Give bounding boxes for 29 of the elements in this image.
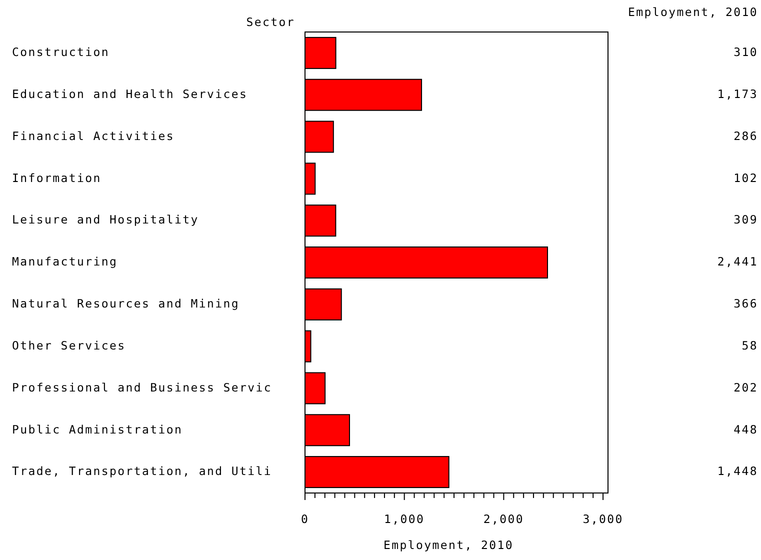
y-tick-label: Other Services [12, 338, 126, 352]
y-tick-label: Natural Resources and Mining [12, 296, 240, 311]
data-label: 310 [734, 45, 758, 60]
x-axis-title: Employment, 2010 [384, 538, 514, 552]
data-label: 448 [734, 422, 758, 436]
y-tick-label: Manufacturing [12, 254, 118, 269]
data-label: 102 [734, 170, 758, 185]
y-tick-label: Information [12, 170, 102, 185]
y-tick-label: Public Administration [12, 422, 183, 436]
data-label: 202 [734, 380, 758, 394]
data-label: 1,448 [717, 464, 758, 478]
y-tick-label: Professional and Business Servic [12, 380, 272, 394]
text: Employment, 2010 [628, 5, 758, 19]
data-label: 1,173 [717, 87, 758, 102]
y-tick-label: Trade, Transportation, and Utili [12, 464, 272, 478]
data-label: 286 [734, 128, 758, 143]
x-tick-label: 2,000 [483, 512, 524, 526]
data-label: 366 [734, 296, 758, 311]
data-label: 2,441 [717, 254, 758, 269]
x-tick-label: 3,000 [582, 512, 624, 526]
y-tick-label: Financial Activities [12, 128, 174, 143]
y-tick-label: Construction [12, 45, 110, 60]
x-tick-label: 0 [300, 512, 310, 526]
y-axis-title: Sector [246, 15, 295, 29]
data-label: 309 [734, 212, 758, 227]
data-label: 58 [742, 338, 758, 352]
y-tick-label: Leisure and Hospitality [12, 212, 199, 227]
x-tick-label: 1,000 [384, 512, 425, 526]
y-tick-label: Education and Health Services [12, 87, 248, 102]
